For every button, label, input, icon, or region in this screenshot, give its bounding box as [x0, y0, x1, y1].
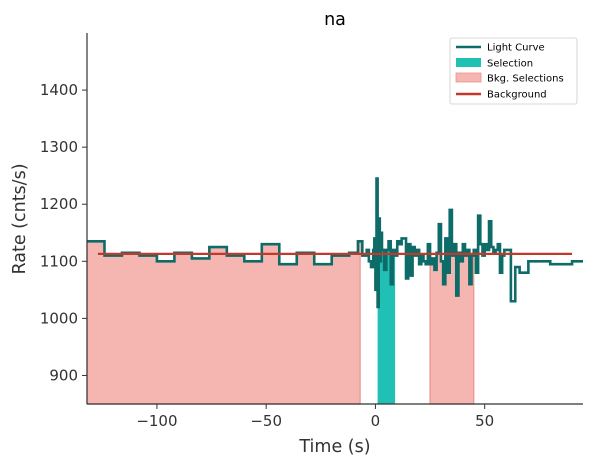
- legend-background-label: Background: [487, 90, 547, 101]
- legend-selection-swatch: [456, 58, 481, 67]
- y-axis-label: Rate (cnts/s): [10, 163, 30, 274]
- x-tick-label: −100: [136, 412, 177, 430]
- legend-bkg-selections-label: Bkg. Selections: [487, 74, 564, 85]
- legend-light-curve-label: Light Curve: [487, 43, 545, 54]
- bkg-selection-region-1: [86, 240, 361, 405]
- x-axis-label: Time (s): [298, 437, 370, 457]
- x-tick-label: 50: [475, 412, 494, 430]
- y-tick-label: 900: [49, 366, 78, 384]
- y-tick-label: 1200: [40, 195, 78, 213]
- legend-bkg-selections-swatch: [455, 72, 482, 83]
- x-ticks: −100 −50 0 50: [136, 404, 494, 430]
- light-curve-line: [87, 177, 583, 309]
- y-tick-label: 1300: [40, 138, 78, 156]
- y-tick-label: 1000: [40, 309, 78, 327]
- y-ticks: 900 1000 1100 1200 1300 1400: [40, 81, 87, 384]
- y-tick-label: 1400: [40, 81, 78, 99]
- x-tick-label: 0: [371, 412, 381, 430]
- legend-frame: [449, 37, 578, 105]
- legend-selection-label: Selection: [487, 59, 533, 70]
- chart-title: na: [324, 10, 346, 30]
- y-tick-label: 1100: [40, 252, 78, 270]
- plot-area: [86, 177, 583, 405]
- legend: Light Curve Selection Bkg. Selections Ba…: [449, 37, 578, 105]
- x-tick-label: −50: [250, 412, 282, 430]
